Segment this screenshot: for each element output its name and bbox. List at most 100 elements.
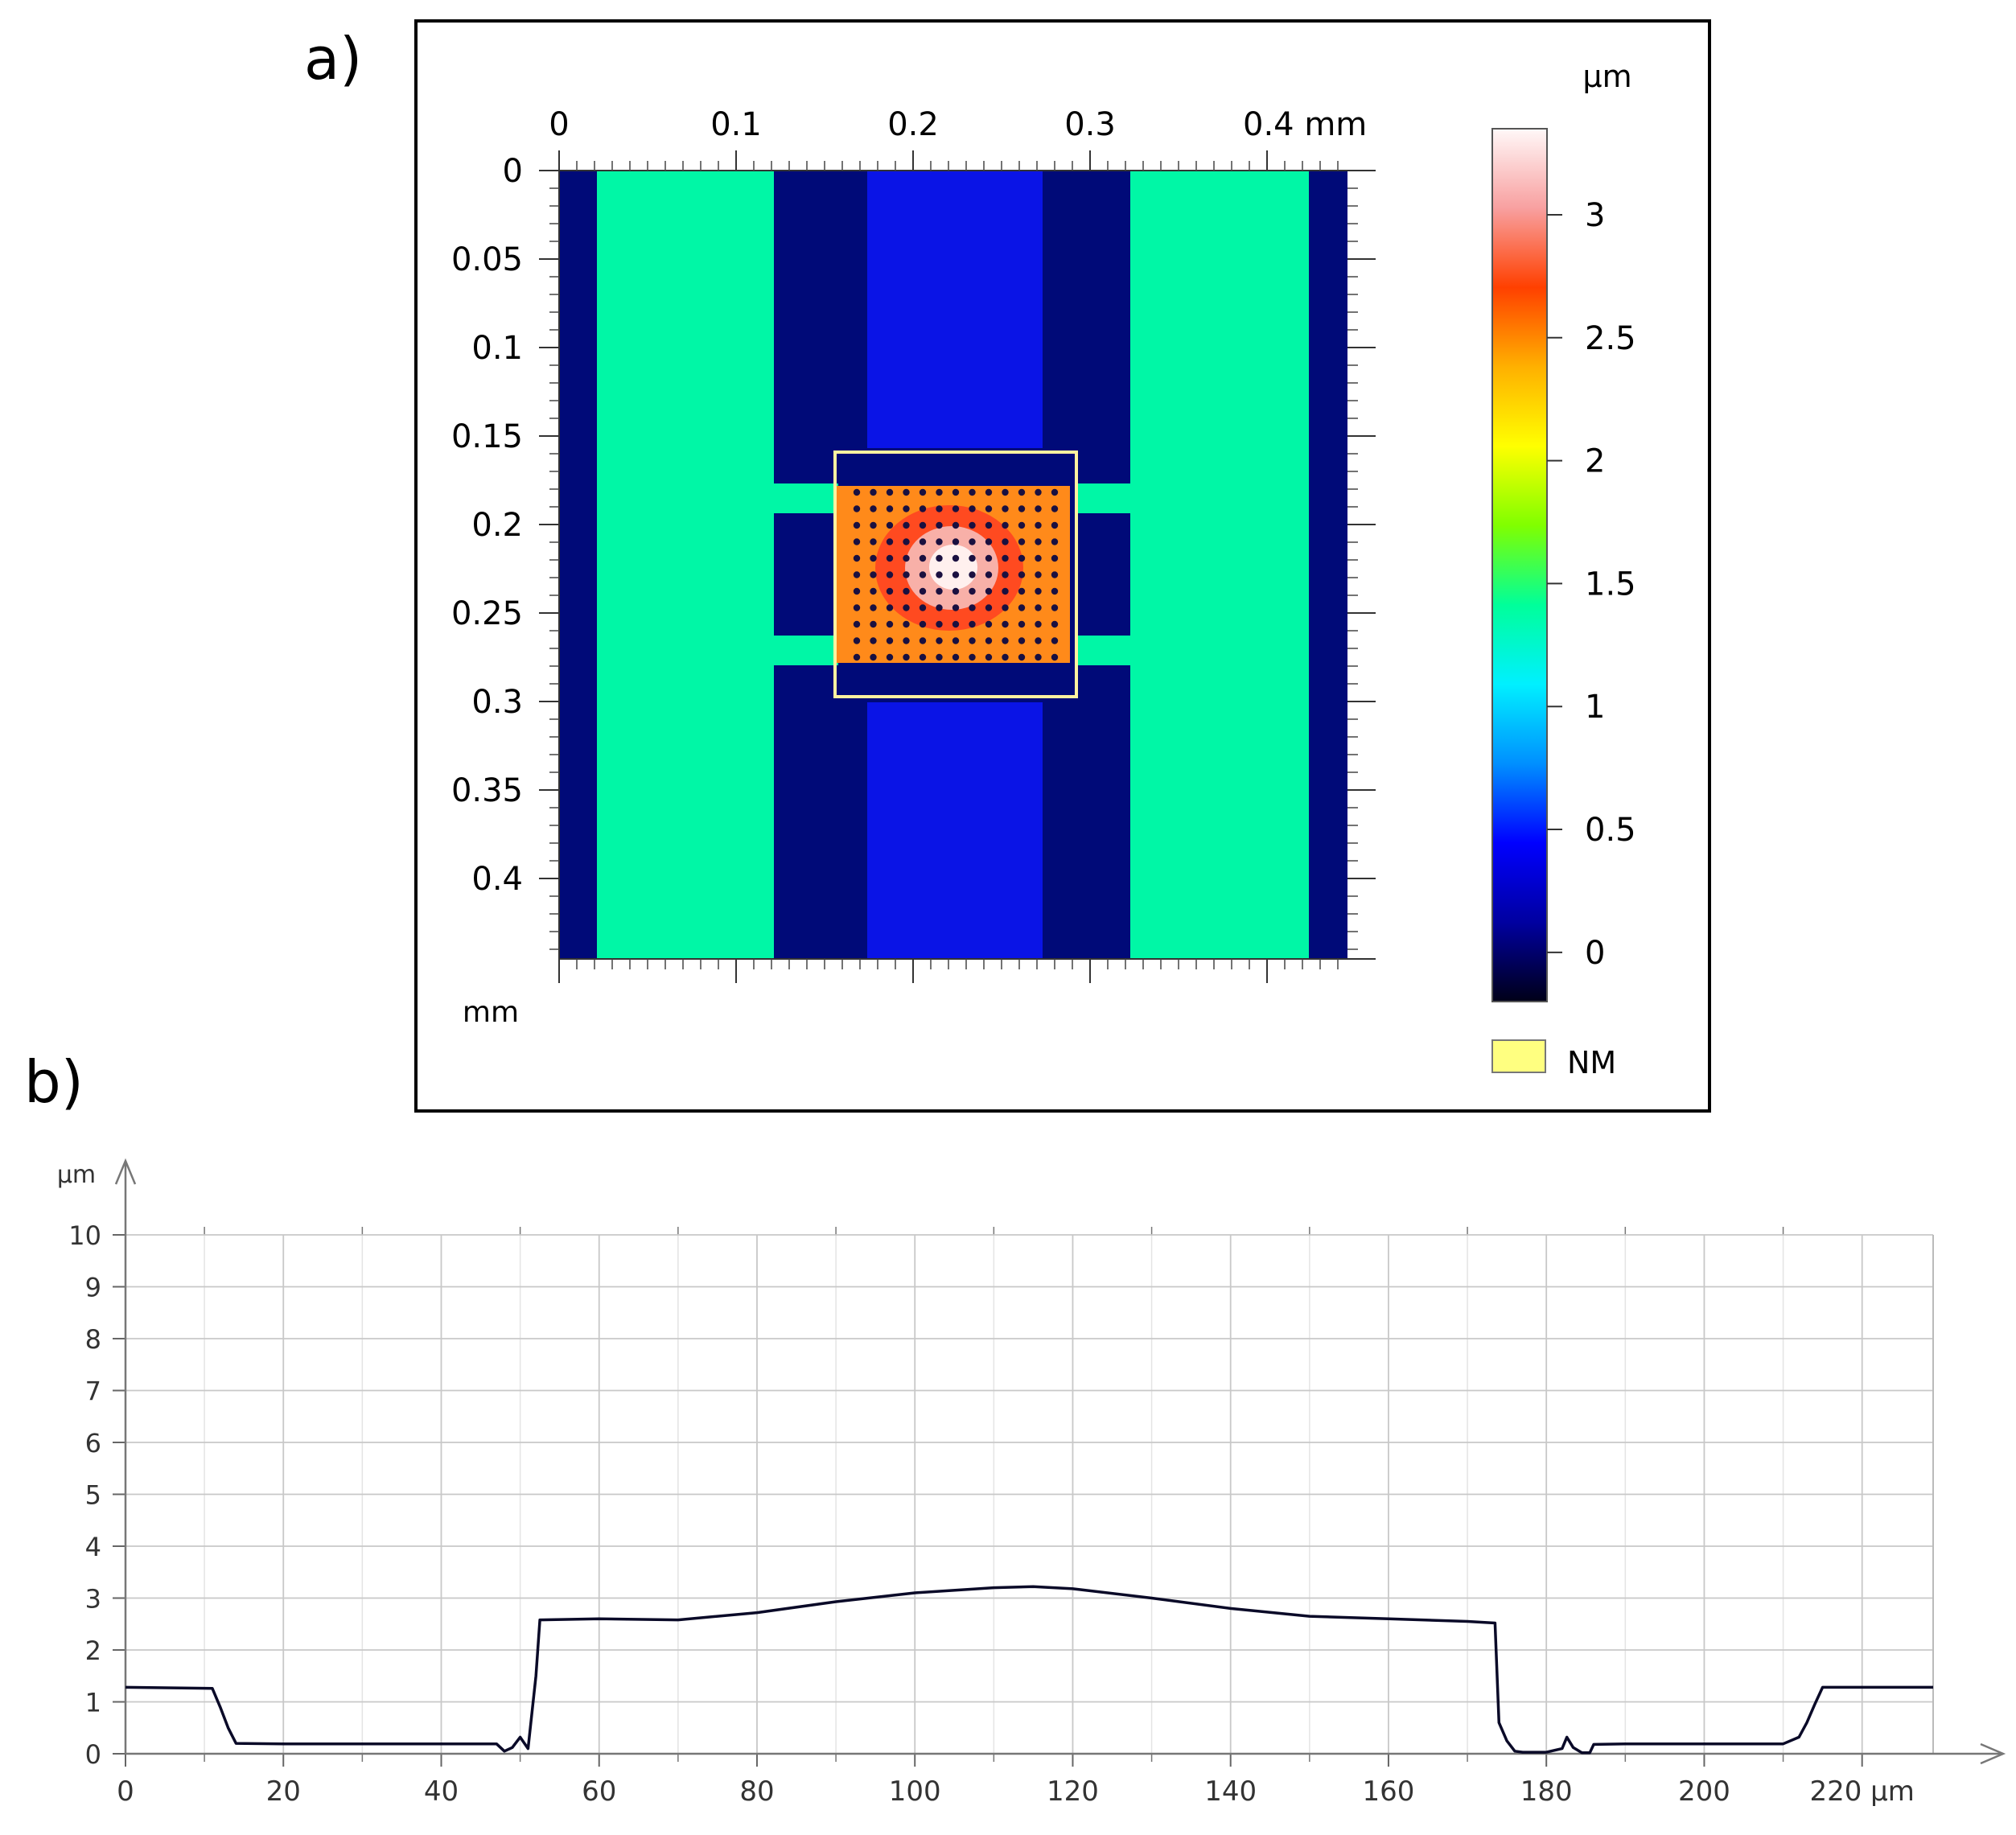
colorbar-tick-label: 1.5 xyxy=(1585,566,1636,603)
etch-hole xyxy=(969,620,976,628)
etch-hole xyxy=(1018,620,1026,628)
right-arm-block xyxy=(1076,513,1130,636)
top-channel-strip xyxy=(867,171,1043,448)
etch-hole xyxy=(1002,521,1009,529)
y-tick-label: 10 xyxy=(68,1220,101,1251)
etch-hole xyxy=(1035,554,1042,562)
etch-hole xyxy=(886,571,894,578)
right-arm-bottom-pad xyxy=(1076,636,1130,665)
etch-hole xyxy=(1035,488,1042,496)
x-tick-label: 120 xyxy=(1047,1775,1099,1808)
etch-hole xyxy=(886,505,894,512)
etch-hole xyxy=(903,587,910,595)
y-tick-label: 0.25 xyxy=(451,595,523,632)
y-tick-label: 0 xyxy=(85,1739,101,1770)
etch-hole xyxy=(870,538,877,545)
left-arm-bottom-pad xyxy=(774,636,838,665)
etch-hole xyxy=(870,604,877,611)
y-tick-label: 0.2 xyxy=(471,507,523,544)
x-tick-label: 20 xyxy=(266,1775,301,1808)
etch-hole xyxy=(1002,637,1009,644)
etch-hole xyxy=(919,571,927,578)
y-tick-label: 0.4 xyxy=(471,861,523,898)
etch-hole xyxy=(969,488,976,496)
etch-hole xyxy=(1018,521,1026,529)
etch-hole xyxy=(853,571,861,578)
etch-hole xyxy=(985,620,993,628)
heatmap-y-unit: mm xyxy=(463,996,519,1029)
etch-hole xyxy=(1002,604,1009,611)
etch-hole xyxy=(936,554,943,562)
etch-hole xyxy=(1018,571,1026,578)
height-map xyxy=(559,171,1347,959)
etch-hole xyxy=(1002,620,1009,628)
right-arm-top-pad xyxy=(1076,483,1130,513)
colorbar-unit: µm xyxy=(1582,59,1631,94)
etch-hole xyxy=(919,538,927,545)
etch-hole xyxy=(1018,604,1026,611)
etch-hole xyxy=(952,653,960,661)
etch-hole xyxy=(985,637,993,644)
etch-hole xyxy=(1051,521,1059,529)
x-tick-label: 0 xyxy=(549,106,569,143)
etch-holes xyxy=(853,488,1059,661)
etch-hole xyxy=(969,505,976,512)
etch-hole xyxy=(1002,571,1009,578)
etch-hole xyxy=(952,637,960,644)
etch-hole xyxy=(886,637,894,644)
etch-hole xyxy=(969,587,976,595)
y-tick-label: 0.15 xyxy=(451,418,523,455)
etch-hole xyxy=(952,604,960,611)
x-tick-label: 0.1 xyxy=(710,106,762,143)
etch-hole xyxy=(870,505,877,512)
etch-hole xyxy=(1002,488,1009,496)
y-tick-label: 2 xyxy=(85,1635,101,1666)
x-tick-label: 0 xyxy=(117,1775,134,1808)
etch-hole xyxy=(985,554,993,562)
etch-hole xyxy=(952,587,960,595)
etch-hole xyxy=(903,505,910,512)
etch-hole xyxy=(952,538,960,545)
etch-hole xyxy=(936,653,943,661)
etch-hole xyxy=(952,521,960,529)
etch-hole xyxy=(886,521,894,529)
etch-hole xyxy=(919,554,927,562)
etch-hole xyxy=(853,488,861,496)
etch-hole xyxy=(886,604,894,611)
y-axis-arrow xyxy=(114,1158,137,1185)
y-tick-label: 0.35 xyxy=(451,772,523,809)
x-tick-label: 0.3 xyxy=(1064,106,1116,143)
etch-hole xyxy=(1051,538,1059,545)
etch-hole xyxy=(870,488,877,496)
colorbar-tick-label: 3 xyxy=(1585,197,1605,234)
etch-hole xyxy=(1002,505,1009,512)
left-arm-top-pad xyxy=(774,483,838,513)
etch-hole xyxy=(853,505,861,512)
etch-hole xyxy=(886,538,894,545)
etch-hole xyxy=(1051,488,1059,496)
x-tick-label: 180 xyxy=(1520,1775,1573,1808)
etch-hole xyxy=(1018,554,1026,562)
etch-hole xyxy=(886,653,894,661)
x-axis-arrow xyxy=(1980,1742,2006,1765)
colorbar-tick-label: 1 xyxy=(1585,689,1605,726)
etch-hole xyxy=(1051,620,1059,628)
left-metal-pad xyxy=(597,171,774,959)
etch-hole xyxy=(903,637,910,644)
etch-hole xyxy=(919,521,927,529)
y-tick-label: 0 xyxy=(503,153,523,190)
y-tick-label: 0.1 xyxy=(471,330,523,367)
etch-hole xyxy=(952,488,960,496)
profile-y-unit: µm xyxy=(57,1161,96,1189)
colorbar-tick-label: 2 xyxy=(1585,443,1605,480)
etch-hole xyxy=(919,505,927,512)
grid xyxy=(125,1227,1934,1762)
nm-legend-label: NM xyxy=(1567,1045,1616,1080)
nm-legend-swatch xyxy=(1491,1039,1546,1073)
etch-hole xyxy=(903,538,910,545)
etch-hole xyxy=(936,637,943,644)
etch-hole xyxy=(1035,653,1042,661)
etch-hole xyxy=(919,488,927,496)
etch-hole xyxy=(903,653,910,661)
etch-hole xyxy=(853,653,861,661)
